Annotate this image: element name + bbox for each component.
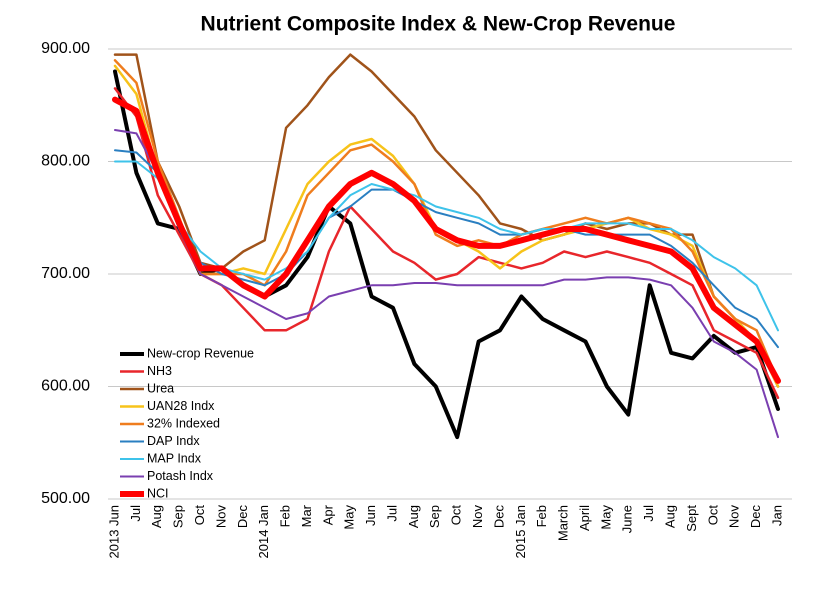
x-tick-label: Sep	[171, 505, 186, 528]
y-tick-label: 500.00	[41, 490, 90, 507]
x-tick-label: Sep	[427, 505, 442, 528]
series-line	[114, 129, 779, 439]
legend-label: UAN28 Indx	[147, 399, 215, 413]
x-tick-label: Jun	[363, 505, 378, 526]
x-tick-label: March	[556, 505, 571, 541]
legend-label: Potash Indx	[147, 469, 214, 483]
x-tick-label: June	[620, 505, 635, 533]
x-tick-label: Oct	[192, 505, 207, 526]
x-tick-label: Sept	[684, 505, 699, 532]
x-tick-label: Apr	[320, 504, 335, 525]
y-tick-label: 700.00	[41, 265, 90, 282]
x-tick-label: Aug	[663, 505, 678, 528]
legend-label: NH3	[147, 364, 172, 378]
legend-label: 32% Indexed	[147, 416, 220, 430]
x-tick-label: Oct	[705, 505, 720, 526]
x-tick-label: Oct	[449, 505, 464, 526]
x-tick-label: May	[342, 505, 357, 530]
x-tick-label: Feb	[278, 505, 293, 527]
chart-title: Nutrient Composite Index & New-Crop Reve…	[201, 13, 676, 36]
x-tick-label: Feb	[534, 505, 549, 527]
x-tick-label: Dec	[748, 505, 763, 529]
y-tick-label: 900.00	[41, 40, 90, 57]
x-tick-label: 2013 Jun	[106, 505, 121, 559]
x-tick-label: May	[598, 505, 613, 530]
x-tick-label: Nov	[470, 505, 485, 529]
y-tick-label: 600.00	[41, 378, 90, 395]
x-tick-label: April	[577, 505, 592, 531]
legend-label: New-crop Revenue	[147, 346, 254, 360]
x-tick-label: Jul	[128, 505, 143, 522]
x-tick-label: Mar	[299, 504, 314, 527]
legend-label: NCI	[147, 486, 169, 500]
y-tick-label: 800.00	[41, 153, 90, 170]
x-tick-label: Aug	[406, 505, 421, 528]
x-tick-label: Aug	[149, 505, 164, 528]
legend-label: Urea	[147, 381, 174, 395]
x-tick-label: Dec	[491, 505, 506, 529]
x-tick-label: 2015 Jan	[513, 505, 528, 559]
series-line	[113, 87, 780, 400]
x-tick-label: Nov	[213, 505, 228, 529]
legend-label: MAP Indx	[147, 451, 202, 465]
x-tick-label: Jan	[769, 505, 784, 526]
x-tick-label: Nov	[727, 505, 742, 529]
x-tick-label: Dec	[235, 505, 250, 529]
series-line	[112, 96, 781, 384]
x-tick-label: 2014 Jan	[256, 505, 271, 559]
x-tick-label: Jul	[641, 505, 656, 522]
x-tick-label: Jul	[384, 505, 399, 522]
legend-label: DAP Indx	[147, 434, 200, 448]
